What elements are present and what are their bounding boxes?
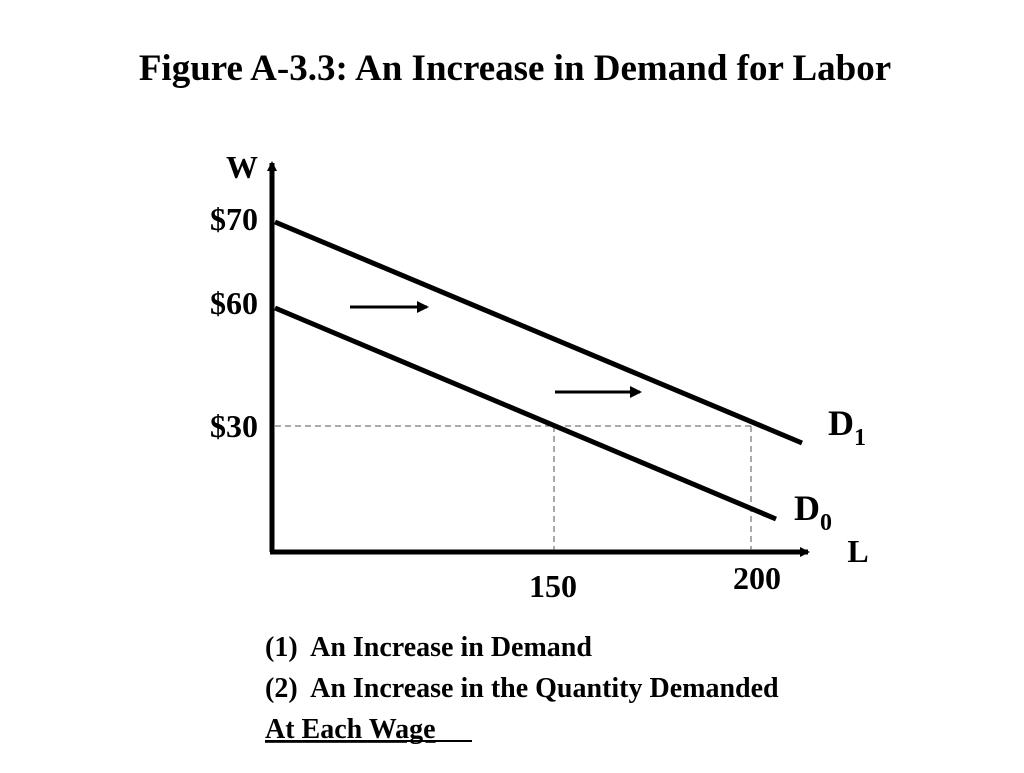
demand-curve (274, 305, 777, 522)
x-tick-label: 150 (529, 568, 577, 604)
y-tick-label: $30 (210, 408, 258, 444)
note: At Each Wage (265, 714, 436, 745)
y-tick-label: $70 (210, 201, 258, 237)
demand-curve (274, 219, 803, 446)
x-axis-label: L (847, 533, 868, 569)
curve-label: D0 (794, 488, 832, 536)
curve-subscript: 0 (820, 510, 832, 536)
note: (1) An Increase in Demand (265, 632, 592, 663)
y-axis-label: W (226, 149, 258, 185)
note: (2) An Increase in the Quantity Demanded (265, 673, 779, 704)
curve-letter: D (828, 403, 854, 443)
curve-subscript: 1 (854, 425, 866, 451)
x-tick-label: 200 (733, 560, 781, 596)
curve-letter: D (794, 488, 820, 528)
curve-label: D1 (828, 403, 866, 451)
y-tick-label: $60 (210, 285, 258, 321)
title: Figure A-3.3: An Increase in Demand for … (139, 48, 891, 89)
